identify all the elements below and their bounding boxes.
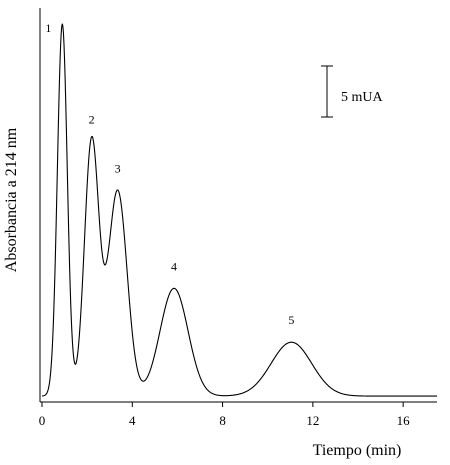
y-axis-title: Absorbancia a 214 nm: [3, 127, 20, 272]
peak-label-3: 3: [115, 161, 121, 175]
chromatogram-trace: [41, 23, 437, 397]
x-axis-ticks: 0 4 8 12 16: [39, 402, 410, 428]
peak-label-4: 4: [171, 259, 177, 273]
peak-label-1: 1: [45, 21, 51, 35]
axes: [39, 8, 437, 403]
peak-label-5: 5: [288, 313, 294, 327]
x-tick-label: 12: [306, 413, 319, 428]
x-tick-label: 0: [39, 413, 46, 428]
scale-bar: 5 mUA: [321, 65, 384, 118]
peak-label-2: 2: [89, 112, 95, 126]
x-tick-label: 16: [397, 413, 411, 428]
x-tick-label: 4: [129, 413, 136, 428]
scale-bar-label: 5 mUA: [341, 90, 384, 105]
x-tick-label: 8: [219, 413, 226, 428]
peak-labels: 1 2 3 4 5: [45, 21, 294, 327]
x-axis-title: Tiempo (min): [313, 442, 402, 459]
